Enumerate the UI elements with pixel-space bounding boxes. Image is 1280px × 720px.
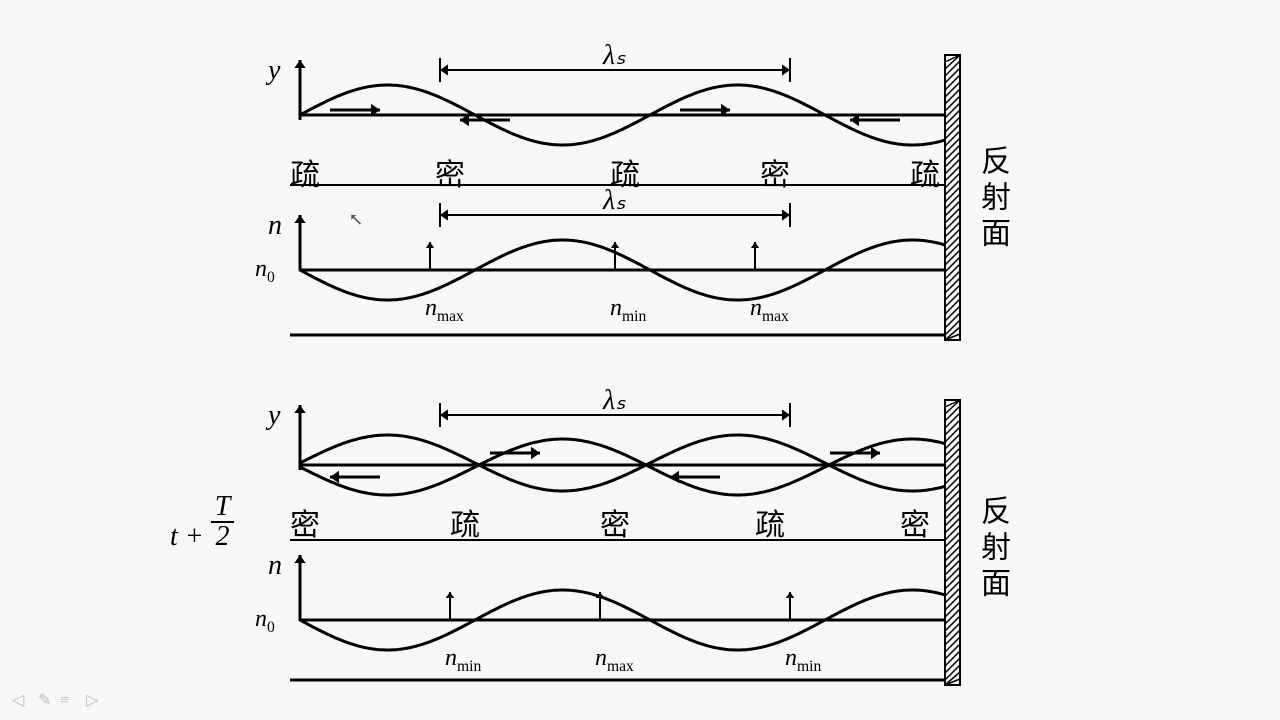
lambda-label-A2: λₛ xyxy=(603,183,626,217)
axis-label-B2: n xyxy=(268,550,282,582)
n-extremum-label: nmax xyxy=(425,295,464,326)
n-extremum-label: nmax xyxy=(750,295,789,326)
axis-label-A1: y xyxy=(268,55,280,87)
time-offset-label: t + T2 xyxy=(170,493,234,553)
lambda-label-A1: λₛ xyxy=(603,38,626,72)
density-label: 密 xyxy=(900,500,930,544)
reflecting-surface-label: 反射面 xyxy=(970,495,1014,603)
density-label: 疏 xyxy=(755,500,785,544)
nav-menu-icon[interactable]: ≡ xyxy=(60,692,69,710)
axis-label-A2: n xyxy=(268,210,282,242)
density-label: 密 xyxy=(290,500,320,544)
axis-label-B1: y xyxy=(268,400,280,432)
n-extremum-label: nmin xyxy=(610,295,646,326)
density-label: 密 xyxy=(600,500,630,544)
n0-label-B2: n0 xyxy=(255,606,275,637)
n-extremum-label: nmin xyxy=(785,645,821,676)
density-label: 疏 xyxy=(910,150,940,194)
n-extremum-label: nmin xyxy=(445,645,481,676)
density-label: 疏 xyxy=(450,500,480,544)
density-label: 疏 xyxy=(290,150,320,194)
density-label: 密 xyxy=(760,150,790,194)
nav-prev-icon[interactable]: ◁ xyxy=(12,690,24,710)
n0-label-A2: n0 xyxy=(255,256,275,287)
lambda-label-B1: λₛ xyxy=(603,383,626,417)
nav-edit-icon[interactable]: ✎ xyxy=(38,690,51,710)
nav-next-icon[interactable]: ▷ xyxy=(86,690,98,710)
density-label: 密 xyxy=(435,150,465,194)
n-extremum-label: nmax xyxy=(595,645,634,676)
reflecting-surface-label: 反射面 xyxy=(970,145,1014,253)
